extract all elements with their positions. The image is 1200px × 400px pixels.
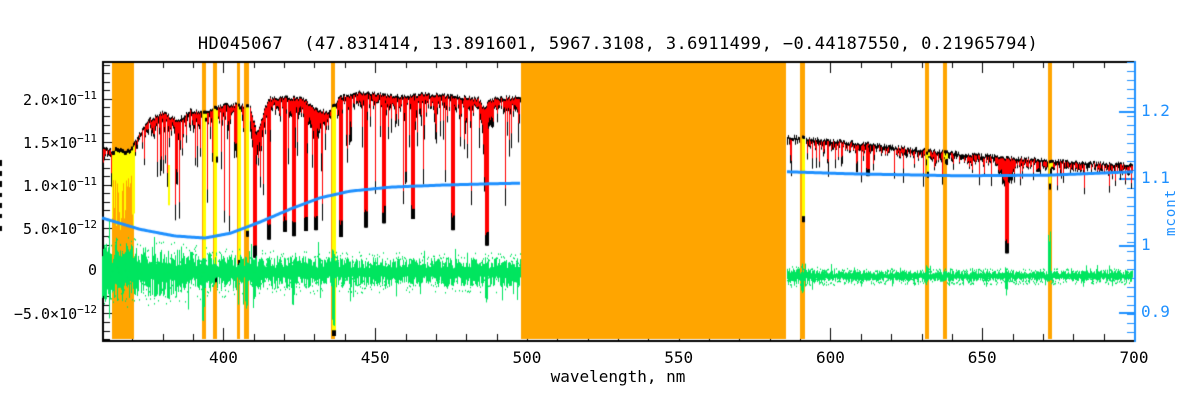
left-tick-label: 1.0×10−11 [22, 174, 97, 195]
right-tick-label: 1 [1141, 234, 1151, 254]
right-tick-label: 1.2 [1141, 100, 1170, 120]
x-tick-label: 650 [967, 348, 997, 367]
figure-title: HD045067 (47.831414, 13.891601, 5967.310… [197, 34, 1039, 54]
x-tick-label: 450 [360, 348, 390, 367]
right-tick-label: 1.1 [1141, 167, 1170, 187]
x-tick-label: 600 [816, 348, 845, 367]
left-tick-label: 1.5×10−11 [22, 131, 97, 152]
x-tick-label: 500 [512, 348, 542, 367]
x-axis-label: wavelength, nm [550, 367, 686, 386]
left-tick-label: 2.0×10−11 [22, 88, 97, 109]
left-tick-label: 5.0×10−12 [22, 217, 97, 238]
right-tick-label: 0.9 [1141, 301, 1170, 321]
x-tick-label: 550 [664, 348, 694, 367]
left-tick-label: 0 [87, 260, 97, 279]
x-tick-label: 700 [1119, 348, 1149, 367]
left-tick-label: −5.0×10−12 [13, 303, 97, 324]
x-tick-label: 400 [208, 348, 238, 367]
